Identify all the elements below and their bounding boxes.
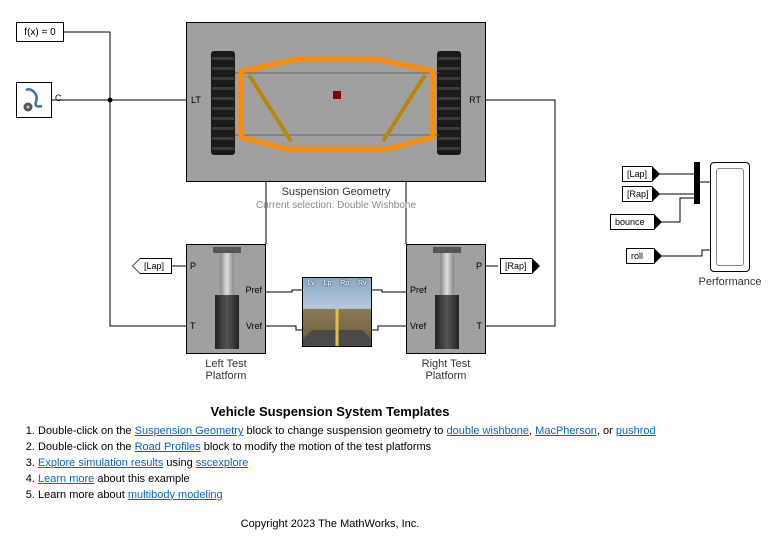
port-vref: Vref bbox=[246, 321, 262, 331]
goto-lap[interactable]: [Lap] bbox=[140, 258, 172, 274]
suspension-label: Suspension Geometry bbox=[186, 186, 486, 198]
instructions-list: Double-click on the Suspension Geometry … bbox=[16, 420, 736, 504]
port-pref: Pref bbox=[245, 285, 262, 295]
solver-config-block[interactable] bbox=[16, 82, 52, 118]
road-port-labels: LvLpRpRv bbox=[303, 280, 371, 287]
copyright-text: Copyright 2023 The MathWorks, Inc. bbox=[0, 518, 660, 530]
link-pushrod[interactable]: pushrod bbox=[616, 425, 656, 437]
right-test-platform-block[interactable]: P Pref T Vref bbox=[406, 244, 486, 354]
gear-icon bbox=[20, 86, 48, 114]
link-road-profiles[interactable]: Road Profiles bbox=[135, 441, 201, 453]
link-suspension-geometry[interactable]: Suspension Geometry bbox=[135, 425, 244, 437]
piston-cap-icon bbox=[213, 247, 241, 253]
piston-icon bbox=[440, 251, 454, 295]
piston-body-icon bbox=[435, 295, 459, 349]
road-profiles-block[interactable]: LvLpRpRv bbox=[302, 277, 372, 347]
port-t: T bbox=[477, 321, 483, 331]
instruction-1: Double-click on the Suspension Geometry … bbox=[38, 424, 736, 440]
right-platform-label: Right TestPlatform bbox=[406, 358, 486, 382]
port-vref: Vref bbox=[410, 321, 426, 331]
port-pref: Pref bbox=[410, 285, 427, 295]
piston-icon bbox=[220, 251, 234, 295]
left-platform-label: Left TestPlatform bbox=[186, 358, 266, 382]
link-macpherson[interactable]: MacPherson bbox=[535, 425, 597, 437]
piston-body-icon bbox=[215, 295, 239, 349]
suspension-subtitle: Current selection: Double Wishbone bbox=[186, 200, 486, 211]
connection-dot bbox=[108, 98, 113, 103]
from-lap[interactable]: [Lap] bbox=[622, 166, 652, 182]
wishbone-icon bbox=[187, 23, 487, 183]
scope-screen-icon bbox=[716, 168, 744, 266]
link-learn-more-example[interactable]: Learn more bbox=[38, 473, 94, 485]
from-bounce[interactable]: bounce bbox=[610, 214, 654, 230]
link-sscexplore[interactable]: sscexplore bbox=[196, 457, 249, 469]
performance-scope-block[interactable] bbox=[710, 162, 750, 272]
page-title: Vehicle Suspension System Templates bbox=[0, 404, 660, 419]
config-port-c: C bbox=[55, 93, 62, 103]
instruction-4: Learn more about this example bbox=[38, 472, 736, 488]
instruction-3: Explore simulation results using sscexpl… bbox=[38, 456, 736, 472]
left-test-platform-block[interactable]: P Pref T Vref bbox=[186, 244, 266, 354]
port-t: T bbox=[190, 321, 196, 331]
instruction-5: Learn more about multibody modeling bbox=[38, 488, 736, 504]
from-roll[interactable]: roll bbox=[626, 248, 654, 264]
simulink-canvas: f(x) = 0 C LT RT Suspension Geometry Cu bbox=[0, 0, 770, 552]
link-explore-results[interactable]: Explore simulation results bbox=[38, 457, 163, 469]
road-line-icon bbox=[336, 309, 339, 346]
suspension-geometry-block[interactable]: LT RT bbox=[186, 22, 486, 182]
instruction-2: Double-click on the Road Profiles block … bbox=[38, 440, 736, 456]
performance-label: Performance bbox=[690, 276, 770, 288]
goto-rap[interactable]: [Rap] bbox=[500, 258, 532, 274]
link-double-wishbone[interactable]: double wishbone bbox=[446, 425, 529, 437]
link-multibody-modeling[interactable]: multibody modeling bbox=[128, 489, 223, 501]
mux-block[interactable] bbox=[694, 162, 700, 204]
from-rap[interactable]: [Rap] bbox=[622, 186, 652, 202]
port-p: P bbox=[476, 261, 482, 271]
port-p: P bbox=[190, 261, 196, 271]
piston-cap-icon bbox=[433, 247, 461, 253]
solver-fx-block[interactable]: f(x) = 0 bbox=[16, 22, 64, 42]
